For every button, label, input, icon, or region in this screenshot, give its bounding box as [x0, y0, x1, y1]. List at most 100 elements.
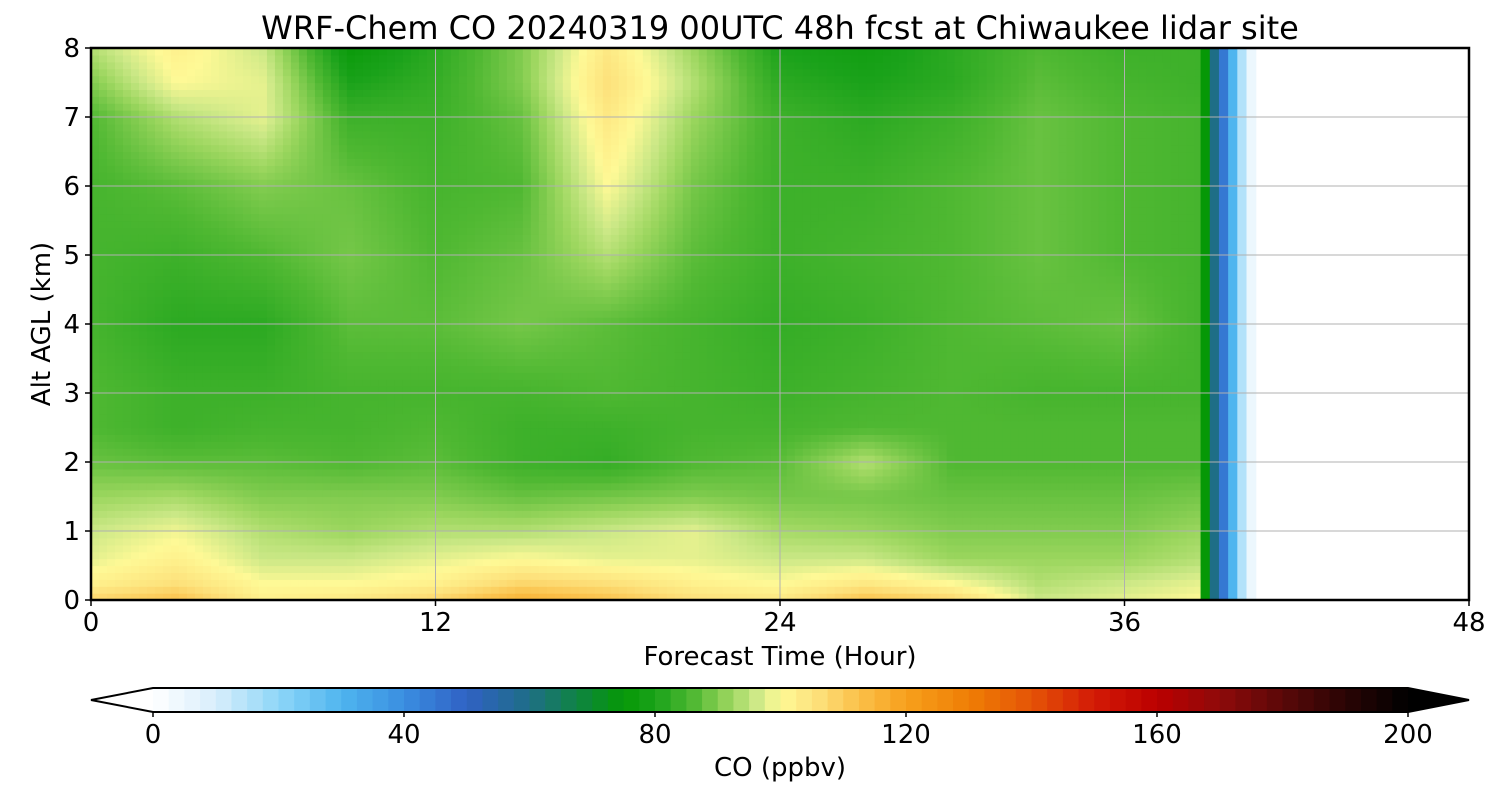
heatmap-cell	[314, 406, 324, 415]
heatmap-cell	[538, 482, 548, 491]
heatmap-cell	[394, 517, 404, 525]
heatmap-cell	[1162, 441, 1172, 449]
heatmap-cell	[1058, 531, 1068, 539]
heatmap-cell	[834, 593, 844, 600]
heatmap-cell	[1034, 386, 1044, 394]
heatmap-cell	[538, 558, 548, 567]
heatmap-cell	[658, 572, 668, 580]
heatmap-cell	[498, 468, 508, 477]
heatmap-cell	[1138, 365, 1148, 373]
heatmap-cell	[546, 524, 556, 532]
heatmap-cell	[1050, 537, 1060, 546]
heatmap-cell	[954, 455, 964, 463]
heatmap-cell	[730, 537, 740, 546]
heatmap-cell	[178, 420, 188, 429]
heatmap-cell	[434, 531, 444, 539]
heatmap-cell	[722, 386, 732, 394]
heatmap-cell	[1154, 441, 1164, 449]
heatmap-cell	[722, 427, 732, 435]
heatmap-cell	[306, 579, 316, 587]
heatmap-cell	[602, 510, 612, 518]
heatmap-cell	[738, 496, 748, 504]
heatmap-cell	[218, 413, 228, 422]
heatmap-cell	[762, 503, 772, 511]
heatmap-cell	[226, 434, 236, 442]
heatmap-cell	[210, 524, 220, 532]
heatmap-cell	[354, 510, 364, 518]
heatmap-cell	[234, 399, 244, 408]
heatmap-cell	[890, 399, 900, 408]
heatmap-cell	[730, 572, 740, 580]
heatmap-cell	[994, 489, 1004, 498]
heatmap-cell	[578, 482, 588, 491]
heatmap-cell	[858, 427, 868, 435]
heatmap-cell	[466, 593, 476, 600]
heatmap-cell	[1090, 434, 1100, 442]
heatmap-cell	[666, 510, 676, 518]
heatmap-cell	[146, 551, 156, 560]
heatmap-cell	[1106, 517, 1116, 525]
heatmap-cell	[698, 551, 708, 560]
heatmap-cell	[826, 482, 836, 491]
heatmap-cell	[938, 372, 948, 380]
heatmap-cell	[306, 434, 316, 442]
heatmap-cell	[386, 413, 396, 422]
heatmap-cell	[130, 358, 140, 366]
heatmap-cell	[1018, 475, 1028, 484]
heatmap-cell	[202, 524, 212, 532]
heatmap-cell	[554, 399, 564, 408]
heatmap-cell	[1042, 406, 1052, 415]
heatmap-cell	[1114, 565, 1124, 573]
heatmap-cell	[802, 393, 812, 401]
heatmap-cell	[1082, 379, 1092, 387]
heatmap-cell	[1138, 572, 1148, 580]
heatmap-cell	[99, 351, 108, 360]
heatmap-cell	[1194, 462, 1204, 470]
heatmap-cell	[674, 365, 684, 373]
heatmap-cell	[1170, 358, 1180, 366]
heatmap-cell	[1106, 475, 1116, 484]
heatmap-cell	[570, 482, 580, 491]
heatmap-cell	[506, 551, 516, 560]
heatmap-cell	[202, 393, 212, 401]
heatmap-cell	[410, 551, 420, 560]
heatmap-cell	[970, 537, 980, 546]
heatmap-cell	[250, 544, 260, 553]
heatmap-cell	[282, 372, 292, 380]
heatmap-cell	[554, 462, 564, 470]
heatmap-cell	[666, 406, 676, 415]
heatmap-cell	[1162, 544, 1172, 553]
heatmap-cell	[354, 427, 364, 435]
heatmap-cell	[274, 379, 284, 387]
heatmap-cell	[586, 386, 596, 394]
heatmap-cell	[506, 406, 516, 415]
heatmap-cell	[338, 531, 348, 539]
heatmap-cell	[1018, 496, 1028, 504]
heatmap-cell	[282, 482, 292, 491]
heatmap-cell	[754, 482, 764, 491]
heatmap-cell	[442, 455, 452, 463]
heatmap-cell	[554, 448, 564, 456]
heatmap-cell	[714, 572, 724, 580]
heatmap-cell	[1138, 489, 1148, 498]
heatmap-cell	[314, 358, 324, 366]
heatmap-cell	[1194, 544, 1204, 553]
heatmap-cell	[802, 544, 812, 553]
heatmap-cell	[506, 524, 516, 532]
heatmap-cell	[602, 358, 612, 366]
heatmap-cell	[842, 551, 852, 560]
heatmap-cell	[1122, 517, 1132, 525]
heatmap-cell	[330, 475, 340, 484]
heatmap-cell	[410, 406, 420, 415]
heatmap-cell	[682, 558, 692, 567]
heatmap-cell	[1066, 551, 1076, 560]
heatmap-cell	[122, 489, 132, 498]
heatmap-cell	[754, 593, 764, 600]
heatmap-cell	[186, 406, 196, 415]
heatmap-cell	[474, 358, 484, 366]
heatmap-cell	[394, 351, 404, 360]
heatmap-cell	[274, 434, 284, 442]
heatmap-cell	[1018, 462, 1028, 470]
heatmap-cell	[858, 531, 868, 539]
heatmap-cell	[514, 565, 524, 573]
